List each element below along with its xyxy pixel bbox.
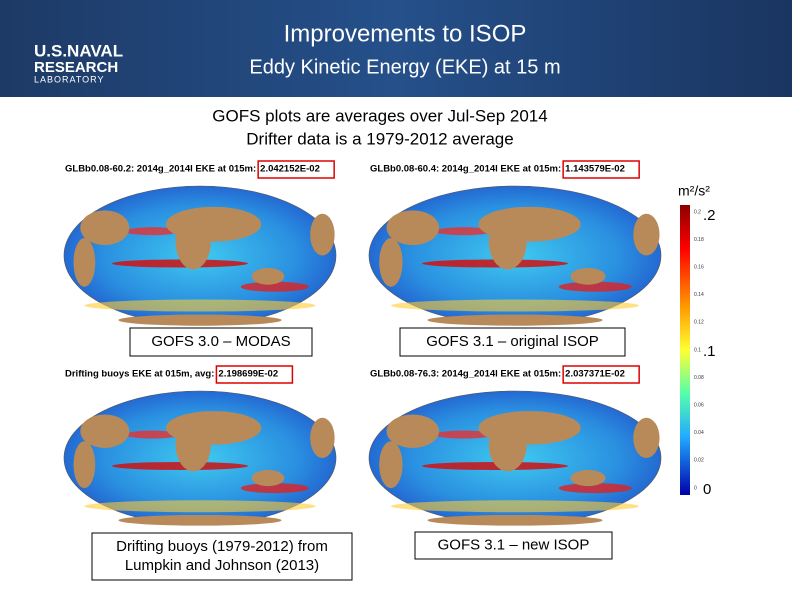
value-box: [562, 365, 640, 384]
map-streak: [422, 462, 568, 470]
map-land: [386, 210, 440, 246]
map-land: [633, 417, 660, 458]
map-land: [251, 268, 285, 285]
map-land: [73, 441, 96, 489]
map-land: [251, 470, 285, 487]
caption-box: [129, 327, 313, 357]
logo-line: LABORATORY: [34, 74, 105, 84]
panel-title: GLBb0.08-76.3: 2014g_2014l EKE at 015m:: [370, 369, 561, 380]
map-land: [118, 514, 282, 526]
map-land: [118, 314, 282, 326]
colorbar: [680, 205, 690, 495]
note: GOFS plots are averages over Jul-Sep 201…: [212, 106, 547, 125]
header-bar: [0, 0, 792, 97]
map-band: [84, 500, 316, 513]
map-band: [390, 500, 640, 513]
caption: Drifting buoys (1979-2012) from: [116, 538, 328, 555]
value-box: [257, 160, 335, 179]
caption: GOFS 3.1 – original ISOP: [426, 333, 599, 350]
map-land: [379, 238, 403, 287]
map-streak: [240, 483, 309, 494]
subtitle: Eddy Kinetic Energy (EKE) at 15 m: [249, 56, 560, 78]
map-streak: [240, 281, 309, 292]
panel-title: GLBb0.08-60.4: 2014g_2014l EKE at 015m:: [370, 164, 561, 175]
map-streak: [434, 227, 494, 236]
map-land: [80, 210, 130, 246]
map-land: [570, 268, 606, 285]
panel-value: 1.143579E-02: [565, 164, 625, 175]
map-land: [379, 441, 403, 489]
map-land: [427, 314, 603, 326]
colorbar-label: .2: [703, 207, 716, 224]
map-streak: [434, 430, 494, 439]
map-land: [73, 238, 96, 287]
colorbar-tick: 0.1: [694, 347, 701, 353]
map-band: [84, 299, 316, 312]
map-streak: [422, 259, 568, 268]
panel-title: GLBb0.08-60.2: 2014g_2014l EKE at 015m:: [65, 164, 256, 175]
colorbar-tick: 0.2: [694, 209, 701, 215]
caption-box: [399, 327, 626, 357]
map-land: [427, 514, 603, 526]
caption: Lumpkin and Johnson (2013): [125, 557, 319, 574]
colorbar-unit: m²/s²: [678, 183, 710, 199]
map-land: [166, 411, 262, 445]
map-streak: [558, 483, 632, 494]
panel-title: Drifting buoys EKE at 015m, avg:: [65, 369, 214, 380]
map-land: [478, 411, 581, 445]
map-land: [633, 213, 660, 256]
map-land: [310, 417, 335, 458]
panel-value: 2.198699E-02: [218, 369, 278, 380]
colorbar-tick: 0.18: [694, 237, 704, 243]
colorbar-label: 0: [703, 481, 711, 498]
map-land: [570, 470, 606, 487]
colorbar-tick: 0.16: [694, 265, 704, 271]
colorbar-tick: 0.04: [694, 430, 704, 436]
map-streak: [125, 227, 180, 236]
map-streak: [112, 462, 248, 470]
map-land: [166, 206, 262, 242]
panel-value: 2.037371E-02: [565, 369, 625, 380]
value-box: [215, 365, 294, 384]
colorbar-tick: 0.06: [694, 403, 704, 409]
colorbar-tick: 0.12: [694, 320, 704, 326]
map-streak: [112, 259, 248, 268]
map-land: [80, 414, 130, 448]
title: Improvements to ISOP: [284, 20, 527, 47]
caption-box: [91, 532, 353, 581]
map-land: [478, 206, 581, 242]
map-streak: [125, 430, 180, 439]
value-box: [562, 160, 640, 179]
colorbar-label: .1: [703, 343, 716, 360]
colorbar-tick: 0.02: [694, 458, 704, 464]
map-band: [390, 299, 640, 312]
logo-line: RESEARCH: [34, 59, 118, 76]
logo-line: U.S.NAVAL: [34, 41, 123, 60]
caption-box: [414, 531, 613, 560]
map-land: [386, 414, 440, 448]
caption: GOFS 3.1 – new ISOP: [438, 536, 590, 553]
panel-value: 2.042152E-02: [260, 164, 320, 175]
colorbar-tick: 0: [694, 485, 697, 491]
map-streak: [558, 281, 632, 292]
map-land: [310, 213, 335, 256]
note: Drifter data is a 1979-2012 average: [246, 129, 513, 148]
colorbar-tick: 0.14: [694, 292, 704, 298]
caption: GOFS 3.0 – MODAS: [151, 333, 290, 350]
colorbar-tick: 0.08: [694, 375, 704, 381]
